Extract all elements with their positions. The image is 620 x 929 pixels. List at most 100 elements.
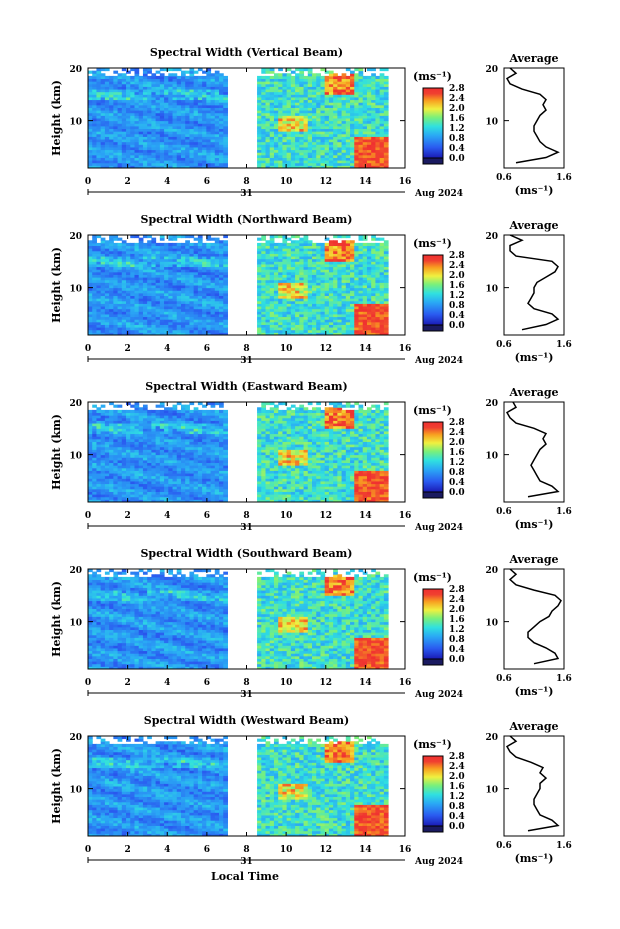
heatmap-cell (142, 160, 148, 164)
heatmap-cell (92, 428, 97, 432)
heatmap-cell (354, 308, 360, 312)
heatmap-cell (197, 316, 203, 320)
heatmap-cell (138, 269, 144, 273)
heatmap-cell (126, 292, 131, 297)
heatmap-cell (303, 306, 309, 310)
heatmap-cell (185, 311, 190, 315)
heatmap-cell (354, 269, 360, 273)
heatmap-cell (109, 311, 114, 315)
heatmap-cell (375, 303, 381, 307)
heatmap-cell (307, 162, 313, 166)
heatmap-cell (197, 112, 203, 116)
heatmap-cell (282, 248, 288, 252)
heatmap-cell (134, 104, 140, 108)
heatmap-cell (138, 149, 144, 153)
heatmap-cell (117, 73, 123, 77)
heatmap-cell (316, 81, 321, 85)
heatmap-cell (206, 81, 212, 85)
heatmap-cell (109, 303, 114, 307)
heatmap-cell (219, 157, 224, 161)
heatmap-cell (109, 96, 114, 101)
heatmap-cell (88, 139, 93, 143)
heatmap-cell (316, 96, 321, 101)
heatmap-cell (328, 160, 334, 164)
heatmap-cell (189, 321, 195, 325)
heatmap-cell (126, 274, 131, 278)
heatmap-cell (345, 96, 351, 101)
heatmap-cell (134, 68, 140, 72)
heatmap-cell (257, 295, 262, 299)
heatmap-cell (210, 104, 216, 108)
heatmap-cell (312, 324, 317, 328)
heatmap-cell (299, 118, 305, 122)
heatmap-cell (295, 250, 300, 254)
heatmap-cell (109, 146, 114, 151)
heatmap-cell (273, 118, 279, 122)
heatmap-cell (295, 271, 300, 275)
heatmap-cell (223, 162, 228, 166)
heatmap-cell (362, 292, 368, 297)
heatmap-cell (151, 266, 157, 270)
heatmap-cell (312, 89, 317, 93)
heatmap-cell (324, 261, 330, 265)
heatmap-cell (193, 136, 199, 140)
heatmap-cell (265, 292, 271, 297)
heatmap-cell (180, 115, 186, 119)
heatmap-cell (168, 235, 174, 239)
heatmap-cell (312, 263, 317, 268)
heatmap-cell (130, 149, 135, 153)
heatmap-cell (155, 313, 161, 318)
heatmap-cell (138, 303, 144, 307)
heatmap-cell (345, 131, 351, 135)
heatmap-cell (121, 110, 127, 114)
heatmap-cell (295, 290, 300, 294)
heatmap-cell (366, 75, 372, 80)
heatmap-cell (126, 110, 131, 114)
heatmap-cell (164, 107, 169, 111)
heatmap-cell (320, 118, 326, 122)
heatmap-cell (278, 120, 283, 124)
heatmap-cell (320, 271, 326, 275)
heatmap-cell (333, 78, 338, 82)
heatmap-cell (350, 287, 355, 291)
heatmap-cell (375, 242, 381, 247)
heatmap-cell (366, 139, 372, 143)
heatmap-cell (324, 154, 330, 158)
heatmap-cell (358, 279, 364, 283)
heatmap-cell (206, 104, 212, 108)
heatmap-cell (219, 154, 224, 158)
heatmap-cell (362, 308, 368, 312)
heatmap-cell (185, 271, 190, 275)
heatmap-cell (366, 321, 372, 325)
heatmap-cell (176, 253, 182, 257)
heatmap-cell (316, 319, 321, 323)
heatmap-cell (147, 96, 152, 101)
heatmap-cell (290, 311, 296, 315)
heatmap-cell (92, 452, 97, 456)
heatmap-cell (290, 240, 296, 244)
heatmap-cell (96, 329, 102, 333)
heatmap-cell (92, 263, 97, 268)
heatmap-cell (202, 118, 207, 122)
heatmap-cell (147, 162, 152, 166)
heatmap-cell (366, 274, 372, 278)
heatmap-cell (219, 253, 224, 257)
heatmap-cell (92, 311, 97, 315)
heatmap-cell (210, 303, 216, 307)
heatmap-cell (223, 308, 228, 312)
heatmap-cell (265, 287, 271, 291)
heatmap-cell (278, 306, 283, 310)
heatmap-cell (130, 287, 135, 291)
heatmap-cell (126, 253, 131, 257)
colorbar (422, 87, 444, 159)
heatmap-cell (176, 248, 182, 252)
heatmap-cell (371, 256, 376, 260)
heatmap-cell (307, 94, 313, 98)
heatmap-cell (206, 324, 212, 328)
heatmap-cell (172, 300, 178, 304)
heatmap-cell (214, 70, 220, 74)
heatmap-cell (214, 144, 220, 148)
heatmap-cell (337, 292, 343, 297)
heatmap-cell (371, 266, 376, 270)
heatmap-cell (155, 154, 161, 158)
